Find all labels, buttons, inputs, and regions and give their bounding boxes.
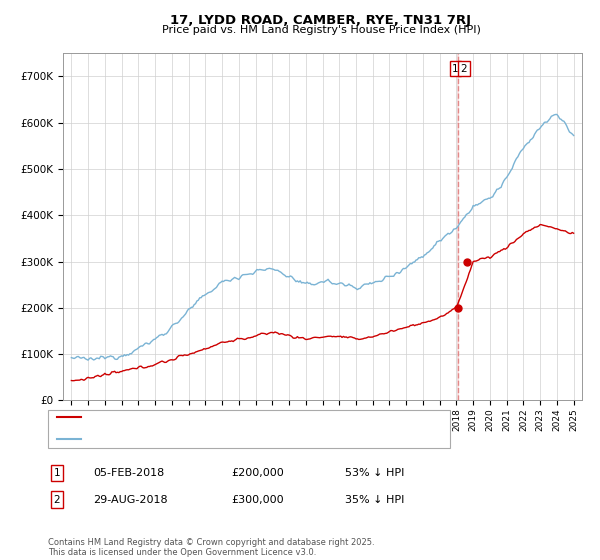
- Text: 1: 1: [53, 468, 61, 478]
- Text: Price paid vs. HM Land Registry's House Price Index (HPI): Price paid vs. HM Land Registry's House …: [161, 25, 481, 35]
- Text: 29-AUG-2018: 29-AUG-2018: [93, 494, 167, 505]
- Text: 35% ↓ HPI: 35% ↓ HPI: [345, 494, 404, 505]
- Text: £200,000: £200,000: [231, 468, 284, 478]
- Text: 2: 2: [460, 64, 467, 73]
- Bar: [457, 53, 459, 400]
- Text: £300,000: £300,000: [231, 494, 284, 505]
- Text: 2: 2: [53, 494, 61, 505]
- Text: Contains HM Land Registry data © Crown copyright and database right 2025.
This d: Contains HM Land Registry data © Crown c…: [48, 538, 374, 557]
- Text: 17, LYDD ROAD, CAMBER, RYE, TN31 7RJ: 17, LYDD ROAD, CAMBER, RYE, TN31 7RJ: [170, 14, 472, 27]
- Text: 05-FEB-2018: 05-FEB-2018: [93, 468, 164, 478]
- Text: 53% ↓ HPI: 53% ↓ HPI: [345, 468, 404, 478]
- Text: 17, LYDD ROAD, CAMBER, RYE, TN31 7RJ (detached house): 17, LYDD ROAD, CAMBER, RYE, TN31 7RJ (de…: [85, 412, 391, 422]
- Text: HPI: Average price, detached house, Rother: HPI: Average price, detached house, Roth…: [85, 434, 313, 444]
- Text: 1: 1: [452, 64, 459, 73]
